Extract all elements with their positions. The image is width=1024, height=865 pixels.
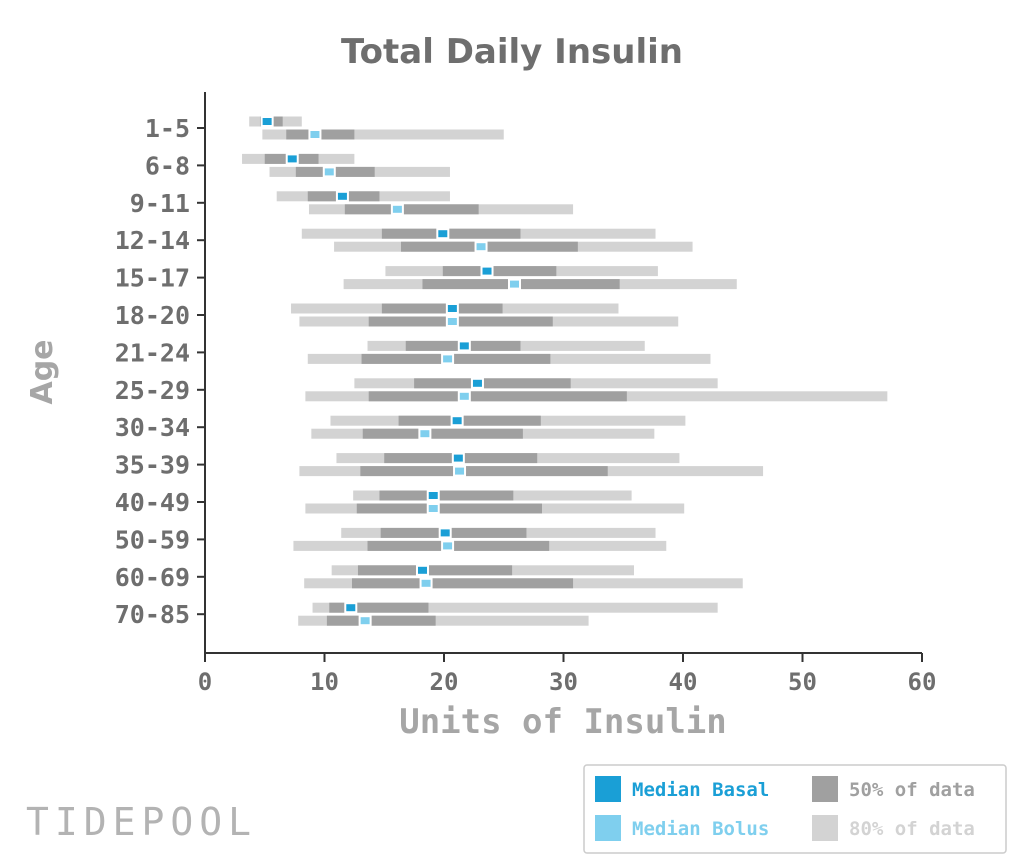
- basal-median-marker-18-20: [445, 303, 459, 314]
- bolus-median-marker-12-14: [474, 241, 488, 253]
- bolus-median-marker-15-17: [508, 278, 522, 290]
- y-tick-label-1-5: 1-5: [145, 114, 190, 143]
- legend-label-median-basal: Median Basal: [632, 779, 769, 801]
- y-tick-label-40-49: 40-49: [115, 488, 190, 517]
- bolus-50pct-range-70-85: [326, 615, 436, 626]
- bolus-50pct-range-40-49: [356, 503, 542, 514]
- bolus-median-marker-21-24: [441, 353, 455, 365]
- bolus-50pct-range-12-14: [400, 241, 578, 252]
- y-tick-label-21-24: 21-24: [115, 338, 190, 367]
- basal-median-marker-25-29: [470, 377, 484, 389]
- x-tick-label-0: 0: [198, 668, 212, 696]
- legend-swatch-50pct: [812, 776, 838, 802]
- x-tick-label-40: 40: [669, 668, 698, 696]
- bolus-50pct-range-21-24: [361, 353, 551, 364]
- basal-50pct-range-60-69: [357, 565, 513, 576]
- basal-median-marker-6-8: [285, 153, 299, 165]
- y-tick-label-9-11: 9-11: [130, 189, 190, 218]
- y-tick-label-25-29: 25-29: [115, 376, 190, 405]
- basal-median-marker-12-14: [436, 228, 450, 240]
- legend: Median Basal 50% of data Median Bolus 80…: [583, 764, 1007, 854]
- x-tick-labels: 0 10 20 30 40 50 60: [198, 653, 937, 696]
- basal-80pct-range-70-85: [312, 602, 718, 613]
- basal-median-marker-9-11: [335, 190, 349, 202]
- bolus-median-marker-25-29: [457, 390, 471, 402]
- legend-frame: [583, 764, 1007, 854]
- chart-title: Total Daily Insulin: [341, 32, 683, 72]
- legend-label-80pct: 80% of data: [849, 818, 975, 840]
- y-tick-label-6-8: 6-8: [145, 151, 190, 180]
- bolus-median-marker-18-20: [445, 316, 459, 327]
- basal-50pct-range-25-29: [414, 378, 571, 389]
- bolus-80pct-range-1-5: [262, 129, 504, 140]
- x-tick-label-50: 50: [788, 668, 817, 696]
- bolus-median-marker-50-59: [441, 540, 455, 552]
- basal-median-marker-60-69: [415, 564, 429, 576]
- bolus-50pct-range-30-34: [362, 428, 523, 439]
- basal-median-marker-50-59: [438, 527, 452, 539]
- basal-50pct-range-15-17: [442, 266, 557, 277]
- basal-50pct-range-12-14: [381, 228, 521, 239]
- basal-median-marker-70-85: [344, 602, 358, 614]
- legend-swatch-median-bolus: [595, 815, 621, 841]
- bolus-median-marker-9-11: [390, 203, 404, 215]
- y-tick-label-15-17: 15-17: [115, 264, 190, 293]
- bolus-median-marker-30-34: [418, 428, 432, 440]
- bolus-median-marker-35-39: [453, 465, 467, 477]
- tidepool-logo: TIDEPOOL: [26, 800, 257, 844]
- basal-50pct-range-18-20: [381, 303, 503, 314]
- y-tick-labels: 1-5 6-8 9-11 12-14 15-17 18-20 21-24 25-29 30-34…: [115, 114, 205, 629]
- basal-median-marker-15-17: [480, 265, 494, 277]
- y-tick-label-70-85: 70-85: [115, 600, 190, 629]
- bolus-median-marker-1-5: [308, 129, 322, 140]
- bolus-80pct-range-70-85: [298, 615, 589, 626]
- basal-50pct-range-30-34: [398, 415, 541, 426]
- bolus-50pct-range-25-29: [368, 391, 627, 402]
- legend-label-median-bolus: Median Bolus: [632, 818, 769, 840]
- x-axis-label: Units of Insulin: [399, 702, 727, 742]
- bolus-median-marker-70-85: [358, 615, 372, 627]
- bolus-median-marker-40-49: [426, 503, 440, 514]
- y-tick-label-35-39: 35-39: [115, 451, 190, 480]
- basal-50pct-range-70-85: [329, 602, 429, 613]
- basal-50pct-range-50-59: [380, 527, 527, 538]
- basal-median-marker-35-39: [451, 452, 465, 464]
- x-tick-label-60: 60: [908, 668, 937, 696]
- plot-area: [242, 116, 888, 627]
- y-tick-label-50-59: 50-59: [115, 525, 190, 554]
- bolus-50pct-range-18-20: [368, 316, 553, 327]
- bolus-50pct-range-50-59: [367, 540, 550, 551]
- basal-median-marker-40-49: [426, 490, 440, 501]
- y-tick-label-60-69: 60-69: [115, 563, 190, 592]
- y-axis-label: Age: [25, 339, 60, 404]
- basal-median-marker-30-34: [450, 415, 464, 427]
- basal-median-marker-1-5: [260, 116, 274, 127]
- bolus-50pct-range-15-17: [422, 279, 620, 290]
- legend-swatch-80pct: [812, 815, 838, 841]
- y-tick-label-18-20: 18-20: [115, 301, 190, 330]
- y-tick-label-30-34: 30-34: [115, 413, 190, 442]
- legend-swatch-median-basal: [595, 776, 621, 802]
- bolus-median-marker-60-69: [419, 577, 433, 589]
- y-tick-label-12-14: 12-14: [115, 226, 190, 255]
- x-tick-label-10: 10: [310, 668, 339, 696]
- basal-50pct-range-40-49: [379, 490, 514, 501]
- x-tick-label-20: 20: [430, 668, 459, 696]
- bolus-50pct-range-35-39: [360, 466, 608, 477]
- basal-median-marker-21-24: [457, 340, 471, 352]
- bolus-median-marker-6-8: [322, 166, 336, 178]
- bolus-50pct-range-60-69: [351, 578, 574, 589]
- legend-label-50pct: 50% of data: [849, 779, 975, 801]
- bolus-50pct-range-9-11: [344, 204, 479, 215]
- x-tick-label-30: 30: [549, 668, 578, 696]
